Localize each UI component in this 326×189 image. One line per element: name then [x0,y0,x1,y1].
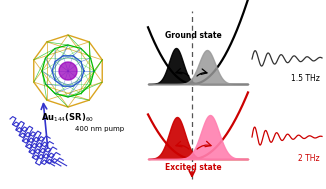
Text: Ground state: Ground state [165,31,221,40]
Text: 400 nm pump: 400 nm pump [75,126,124,132]
Polygon shape [59,62,77,80]
Text: Au$_{144}$(SR)$_{60}$: Au$_{144}$(SR)$_{60}$ [41,112,95,125]
Text: Excited state: Excited state [165,163,221,172]
Text: 1.5 THz: 1.5 THz [291,74,320,83]
Text: 2 THz: 2 THz [298,154,320,163]
